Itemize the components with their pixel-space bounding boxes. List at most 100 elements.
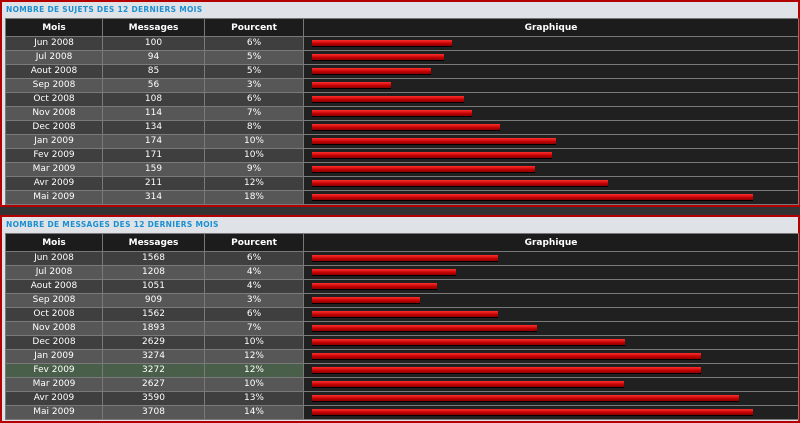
bar <box>312 96 464 103</box>
table-row: Sep 2008 56 3% <box>5 78 799 93</box>
count-cell: 174 <box>102 134 205 149</box>
graph-cell <box>303 190 799 205</box>
month-cell: Avr 2009 <box>5 391 103 406</box>
count-cell: 1568 <box>102 251 205 266</box>
count-cell: 314 <box>102 190 205 205</box>
graph-cell <box>303 349 799 364</box>
table-row: Oct 2008 1562 6% <box>5 307 799 322</box>
table-row: Aout 2008 85 5% <box>5 64 799 79</box>
table-row: Fev 2009 3272 12% <box>5 363 799 378</box>
percent-cell: 14% <box>204 405 304 420</box>
table-row: Mar 2009 159 9% <box>5 162 799 177</box>
count-cell: 1562 <box>102 307 205 322</box>
percent-cell: 3% <box>204 78 304 93</box>
table-row: Nov 2008 1893 7% <box>5 321 799 336</box>
panel-title: NOMBRE DE SUJETS DES 12 DERNIERS MOIS <box>6 5 203 14</box>
table-row: Fev 2009 171 10% <box>5 148 799 163</box>
header-pourcent: Pourcent <box>204 18 304 37</box>
month-cell: Dec 2008 <box>5 335 103 350</box>
month-cell: Jun 2008 <box>5 36 103 51</box>
percent-cell: 6% <box>204 251 304 266</box>
count-cell: 2629 <box>102 335 205 350</box>
header-graphique: Graphique <box>303 18 799 37</box>
table-row: Nov 2008 114 7% <box>5 106 799 121</box>
bar <box>312 353 701 360</box>
percent-cell: 13% <box>204 391 304 406</box>
count-cell: 108 <box>102 92 205 107</box>
table-header-row: Mois Messages Pourcent Graphique <box>5 233 799 252</box>
header-graphique: Graphique <box>303 233 799 252</box>
count-cell: 909 <box>102 293 205 308</box>
month-cell: Sep 2008 <box>5 293 103 308</box>
table-row: Avr 2009 211 12% <box>5 176 799 191</box>
percent-cell: 18% <box>204 190 304 205</box>
graph-cell <box>303 36 799 51</box>
count-cell: 211 <box>102 176 205 191</box>
count-cell: 1893 <box>102 321 205 336</box>
count-cell: 1051 <box>102 279 205 294</box>
percent-cell: 5% <box>204 64 304 79</box>
percent-cell: 6% <box>204 36 304 51</box>
bar <box>312 166 535 173</box>
percent-cell: 12% <box>204 349 304 364</box>
graph-cell <box>303 251 799 266</box>
bar <box>312 68 431 75</box>
count-cell: 94 <box>102 50 205 65</box>
percent-cell: 4% <box>204 265 304 280</box>
graph-cell <box>303 307 799 322</box>
percent-cell: 6% <box>204 92 304 107</box>
bar <box>312 395 739 402</box>
messages-panel: NOMBRE DE MESSAGES DES 12 DERNIERS MOIS … <box>0 215 800 423</box>
bar <box>312 194 753 201</box>
percent-cell: 10% <box>204 148 304 163</box>
graph-cell <box>303 92 799 107</box>
percent-cell: 7% <box>204 106 304 121</box>
percent-cell: 10% <box>204 134 304 149</box>
graph-cell <box>303 377 799 392</box>
count-cell: 3272 <box>102 363 205 378</box>
bar <box>312 311 498 318</box>
month-cell: Jan 2009 <box>5 349 103 364</box>
percent-cell: 5% <box>204 50 304 65</box>
percent-cell: 8% <box>204 120 304 135</box>
table-row: Mai 2009 3708 14% <box>5 405 799 420</box>
graph-cell <box>303 279 799 294</box>
graph-cell <box>303 78 799 93</box>
graph-cell <box>303 64 799 79</box>
bar <box>312 297 420 304</box>
count-cell: 114 <box>102 106 205 121</box>
table-header-row: Mois Messages Pourcent Graphique <box>5 18 799 37</box>
table-row: Jan 2009 3274 12% <box>5 349 799 364</box>
subjects-panel: NOMBRE DE SUJETS DES 12 DERNIERS MOIS Mo… <box>0 0 800 207</box>
bar <box>312 255 498 262</box>
table-row: Mai 2009 314 18% <box>5 190 799 205</box>
count-cell: 159 <box>102 162 205 177</box>
table-row: Jan 2009 174 10% <box>5 134 799 149</box>
header-messages: Messages <box>102 18 205 37</box>
month-cell: Aout 2008 <box>5 64 103 79</box>
month-cell: Nov 2008 <box>5 106 103 121</box>
month-cell: Mai 2009 <box>5 190 103 205</box>
month-cell: Nov 2008 <box>5 321 103 336</box>
bar <box>312 82 391 89</box>
percent-cell: 10% <box>204 377 304 392</box>
count-cell: 56 <box>102 78 205 93</box>
table-row: Jul 2008 1208 4% <box>5 265 799 280</box>
graph-cell <box>303 106 799 121</box>
count-cell: 3274 <box>102 349 205 364</box>
month-cell: Mar 2009 <box>5 162 103 177</box>
messages-table: Mois Messages Pourcent Graphique Jun 200… <box>5 233 799 420</box>
bar <box>312 124 500 131</box>
month-cell: Aout 2008 <box>5 279 103 294</box>
bar <box>312 54 444 61</box>
bar <box>312 110 472 117</box>
table-row: Aout 2008 1051 4% <box>5 279 799 294</box>
count-cell: 134 <box>102 120 205 135</box>
percent-cell: 10% <box>204 335 304 350</box>
header-mois: Mois <box>5 18 103 37</box>
table-row: Jun 2008 1568 6% <box>5 251 799 266</box>
month-cell: Jul 2008 <box>5 50 103 65</box>
percent-cell: 12% <box>204 176 304 191</box>
bar <box>312 283 437 290</box>
month-cell: Sep 2008 <box>5 78 103 93</box>
